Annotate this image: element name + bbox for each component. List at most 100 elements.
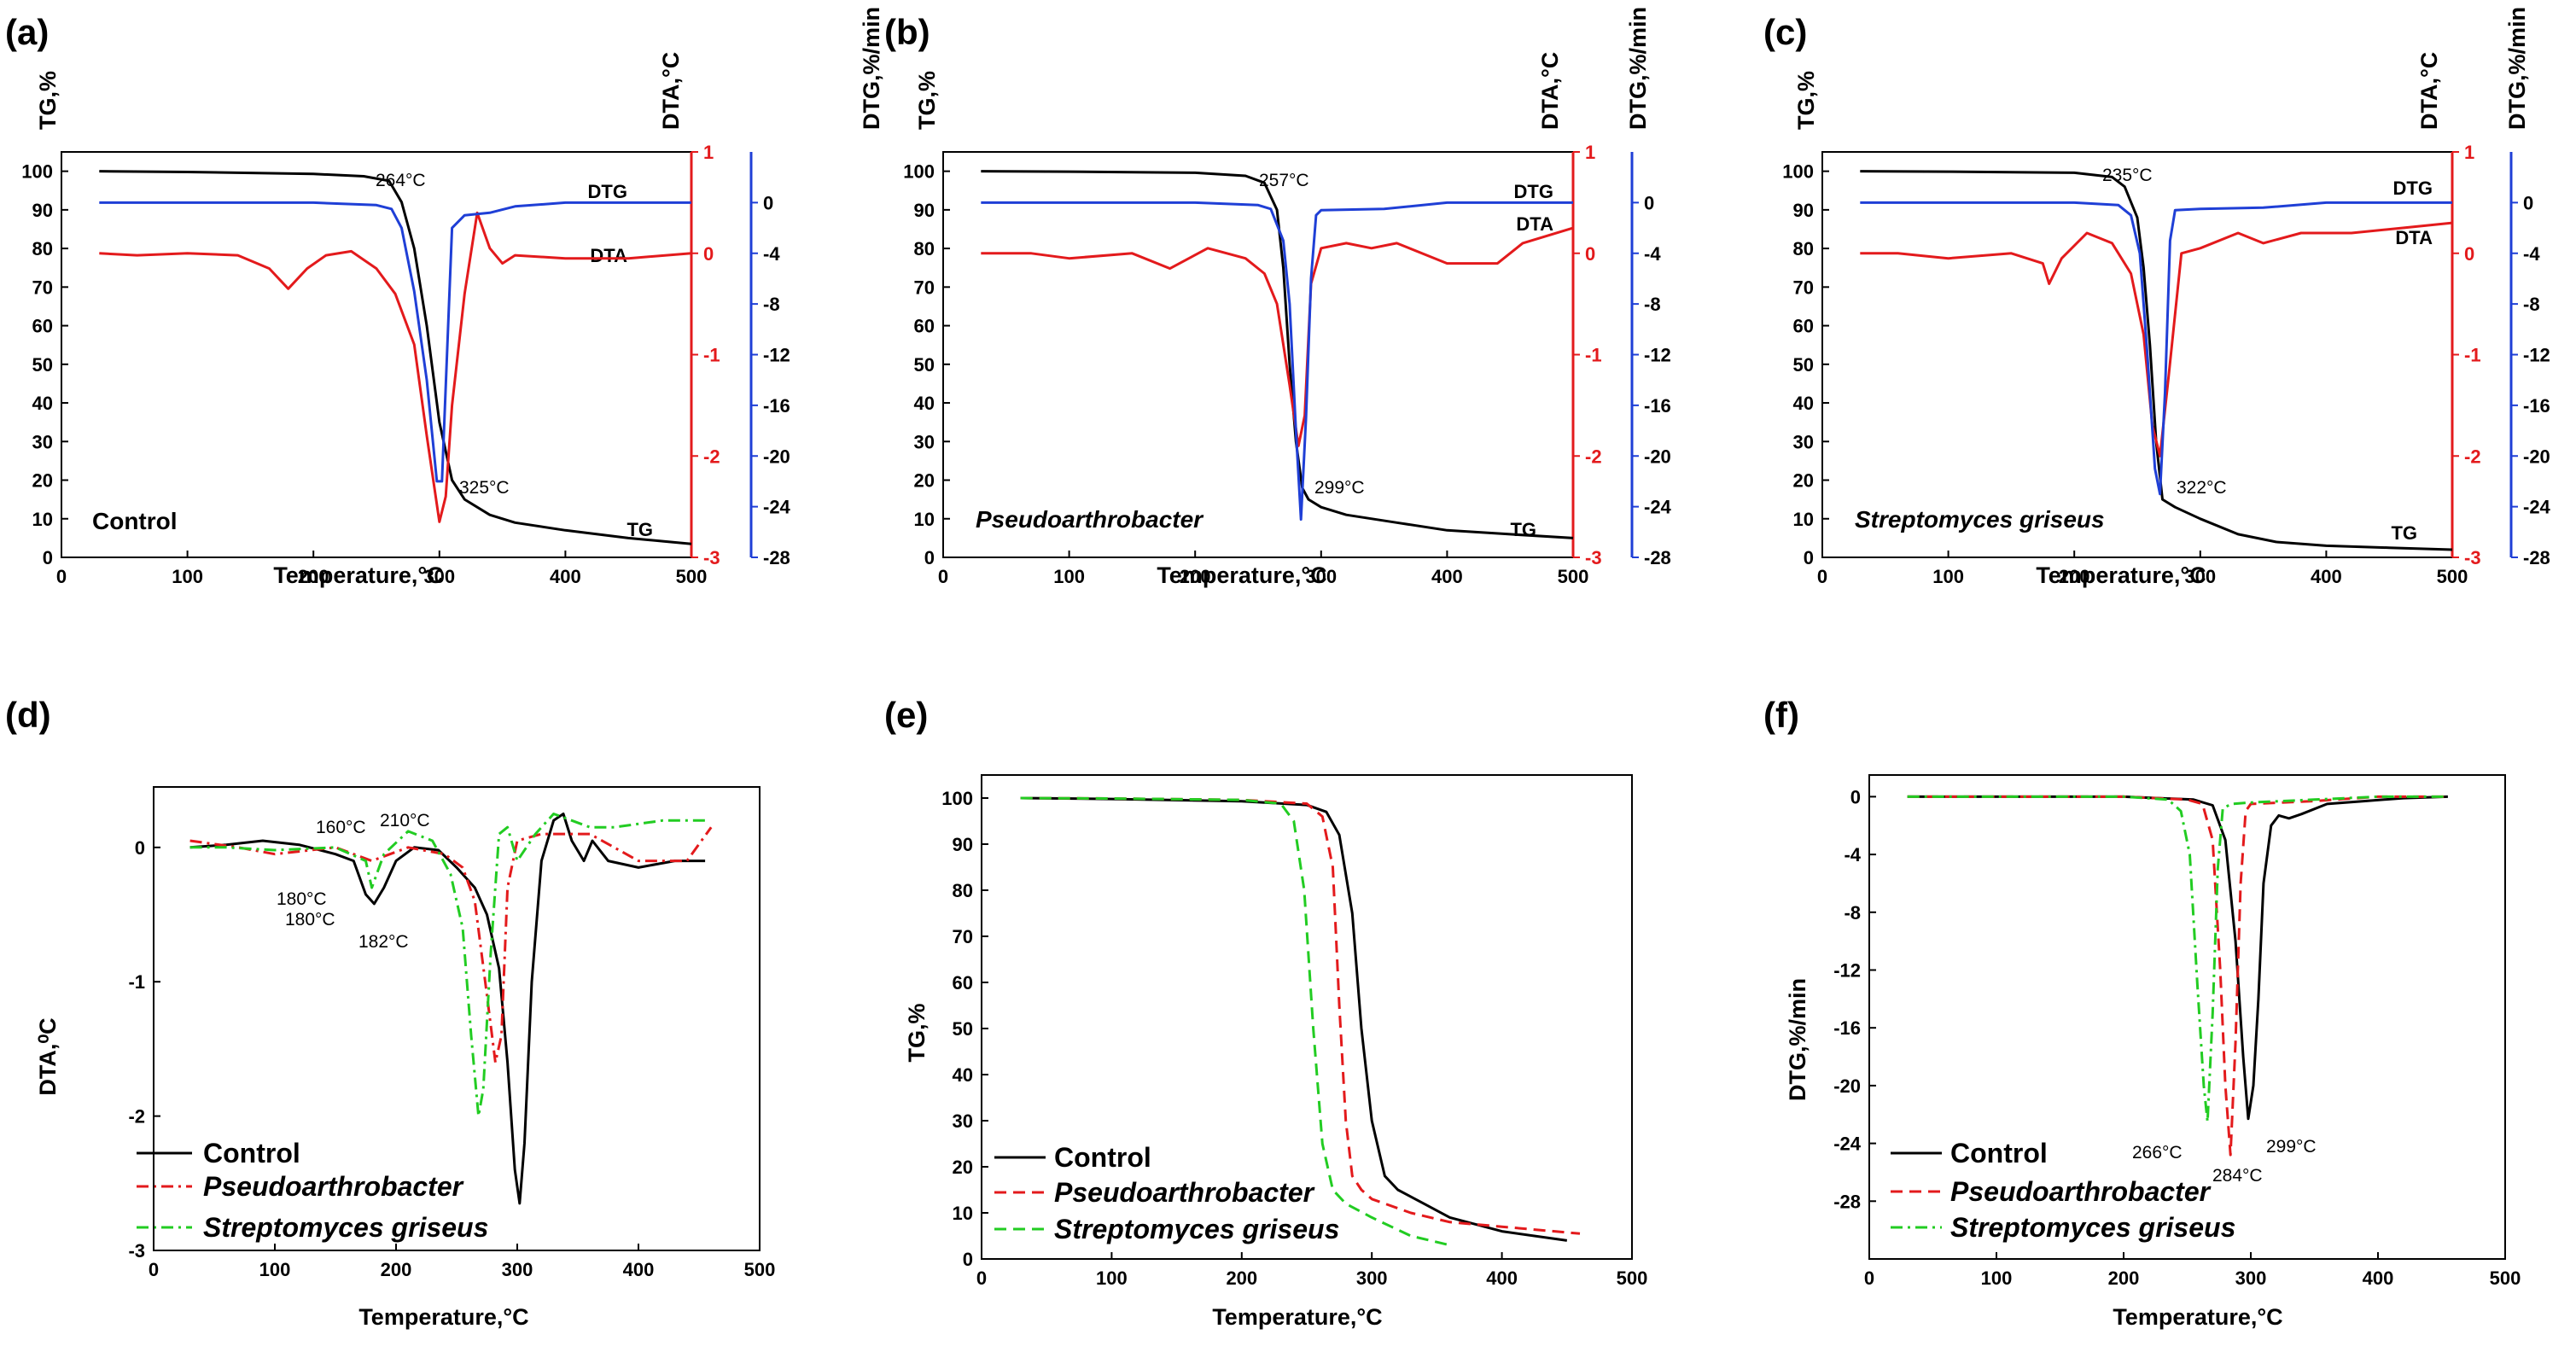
annotation-180a: 180°C xyxy=(277,889,327,909)
dta-tick-label: 1 xyxy=(703,142,714,163)
legend: Control Pseudoarthrobacter Streptomyces … xyxy=(994,1142,1339,1244)
y-tick-label: 100 xyxy=(21,161,53,183)
y-axis-title-dtg: DTG,%/min xyxy=(859,7,884,130)
series-dtg xyxy=(99,201,691,483)
y-tick-label: 60 xyxy=(32,316,53,337)
x-tick-label: 0 xyxy=(1864,1268,1874,1289)
y-tick-label: 10 xyxy=(953,1203,973,1224)
series-control xyxy=(1907,795,2448,1121)
series-streptomyces-griseus xyxy=(1907,795,2448,1123)
x-tick-label: 300 xyxy=(1356,1268,1388,1289)
legend-label-control: Control xyxy=(203,1138,300,1168)
y-tick-label: 50 xyxy=(953,1018,973,1040)
plot-frame xyxy=(942,151,1574,558)
y-tick-label: 20 xyxy=(914,470,935,492)
dtg-tick-label: -8 xyxy=(763,294,780,315)
y-tick-label: 80 xyxy=(914,238,935,259)
panel-label: (e) xyxy=(884,695,928,735)
x-tick-label: 500 xyxy=(744,1259,776,1280)
curve-label-dta: DTA xyxy=(2395,227,2433,248)
y-tick-label: 70 xyxy=(953,926,973,947)
legend-label-pseudoarthrobacter: Pseudoarthrobacter xyxy=(1950,1176,2212,1207)
curve-label-dtg: DTG xyxy=(2393,178,2433,199)
y-tick-label: 10 xyxy=(32,509,53,530)
legend-label-streptomyces: Streptomyces griseus xyxy=(1950,1212,2235,1243)
x-tick-label: 300 xyxy=(423,566,455,587)
dtg-tick-label: -8 xyxy=(1644,294,1661,315)
y-tick-label: 50 xyxy=(32,354,53,376)
curve-label-dta: DTA xyxy=(590,245,627,266)
annotation-210: 210°C xyxy=(380,811,430,830)
dta-tick-label: -3 xyxy=(703,547,720,568)
x-axis-title: Temperature,°C xyxy=(1157,562,1326,588)
x-tick-label: 200 xyxy=(381,1259,412,1280)
y-axis-title-dta: DTA,°C xyxy=(2416,52,2442,130)
plot-e: 0 100 200 300 400 500 0 10 20 30 40 50 60 70 80 90 100 xyxy=(941,774,1648,1289)
y-tick-label: 0 xyxy=(1804,547,1814,568)
dtg-tick-label: -28 xyxy=(2523,547,2550,568)
dtg-tick-label: -12 xyxy=(1644,345,1671,366)
y-tick-label: -1 xyxy=(128,971,145,993)
series-dtg xyxy=(1860,201,2452,496)
x-tick-label: 100 xyxy=(1096,1268,1128,1289)
x-tick-label: 500 xyxy=(1617,1268,1648,1289)
curve-label-dtg: DTG xyxy=(588,181,627,202)
dta-tick-label: -3 xyxy=(1585,547,1602,568)
x-tick-label: 100 xyxy=(172,566,203,587)
legend-label-pseudoarthrobacter: Pseudoarthrobacter xyxy=(1054,1177,1315,1208)
y-tick-label: 80 xyxy=(953,880,973,901)
y-tick-label: -3 xyxy=(128,1240,145,1262)
y-tick-label: -4 xyxy=(1844,844,1861,865)
x-tick-label: 300 xyxy=(1305,566,1337,587)
y-tick-label: 50 xyxy=(914,354,935,376)
panel-label: (b) xyxy=(884,12,930,52)
x-tick-label: 100 xyxy=(1932,566,1964,587)
series-pseudoarthrobacter xyxy=(1907,795,2448,1157)
dtg-tick-label: -24 xyxy=(2523,497,2551,518)
y-tick-label: 20 xyxy=(32,470,53,492)
legend-label-control: Control xyxy=(1054,1142,1151,1173)
x-axis-title: Temperature,°C xyxy=(2113,1304,2282,1330)
annotation-peak: 299°C xyxy=(1314,478,1365,498)
y-tick-label: 60 xyxy=(953,972,973,994)
y-tick-label: 10 xyxy=(914,509,935,530)
y-tick-label: 40 xyxy=(32,393,53,414)
x-tick-label: 400 xyxy=(2363,1268,2394,1289)
plot-frame xyxy=(1821,151,2453,558)
y-tick-label: 90 xyxy=(953,834,973,855)
panel-e: (e) TG,% Temperature,°C Control Pseudoar… xyxy=(884,695,1383,1330)
dtg-tick-label: -20 xyxy=(763,446,790,467)
y-tick-label: 70 xyxy=(32,277,53,298)
x-tick-label: 500 xyxy=(2490,1268,2521,1289)
dtg-tick-label: -16 xyxy=(1644,395,1671,417)
y-tick-label: 60 xyxy=(1793,316,1814,337)
dtg-tick-label: -12 xyxy=(763,345,790,366)
x-tick-label: 200 xyxy=(2059,566,2090,587)
y-tick-label: 0 xyxy=(135,837,145,859)
y-tick-label: -24 xyxy=(1833,1133,1862,1155)
x-tick-label: 100 xyxy=(1981,1268,2013,1289)
dta-tick-label: -1 xyxy=(2464,345,2481,366)
y-tick-label: 20 xyxy=(953,1157,973,1178)
y-tick-label: 0 xyxy=(963,1249,973,1270)
y-axis-title: TG,% xyxy=(904,1003,930,1062)
panel-label: (c) xyxy=(1763,12,1807,52)
series-control xyxy=(1020,796,1568,1242)
y-axis-title-dta: DTA,°C xyxy=(658,52,684,130)
curve-label-tg: TG xyxy=(1510,519,1536,540)
y-tick-label: 60 xyxy=(914,316,935,337)
y-tick-label: 40 xyxy=(953,1064,973,1086)
y-tick-label: 20 xyxy=(1793,470,1814,492)
annotation-182: 182°C xyxy=(358,932,409,952)
dtg-tick-label: -28 xyxy=(1644,547,1671,568)
series-tg xyxy=(1860,170,2453,551)
y-tick-label: -16 xyxy=(1833,1017,1861,1039)
x-tick-label: 200 xyxy=(1226,1268,1257,1289)
plot-d: 0 100 200 300 400 500 -3 -2 -1 0 xyxy=(128,786,776,1280)
x-tick-label: 100 xyxy=(259,1259,291,1280)
series-dta xyxy=(99,211,692,523)
dtg-tick-label: -20 xyxy=(1644,446,1671,467)
x-tick-label: 0 xyxy=(1817,566,1827,587)
y-tick-label: 30 xyxy=(953,1110,973,1132)
dta-tick-label: 0 xyxy=(1585,243,1595,265)
